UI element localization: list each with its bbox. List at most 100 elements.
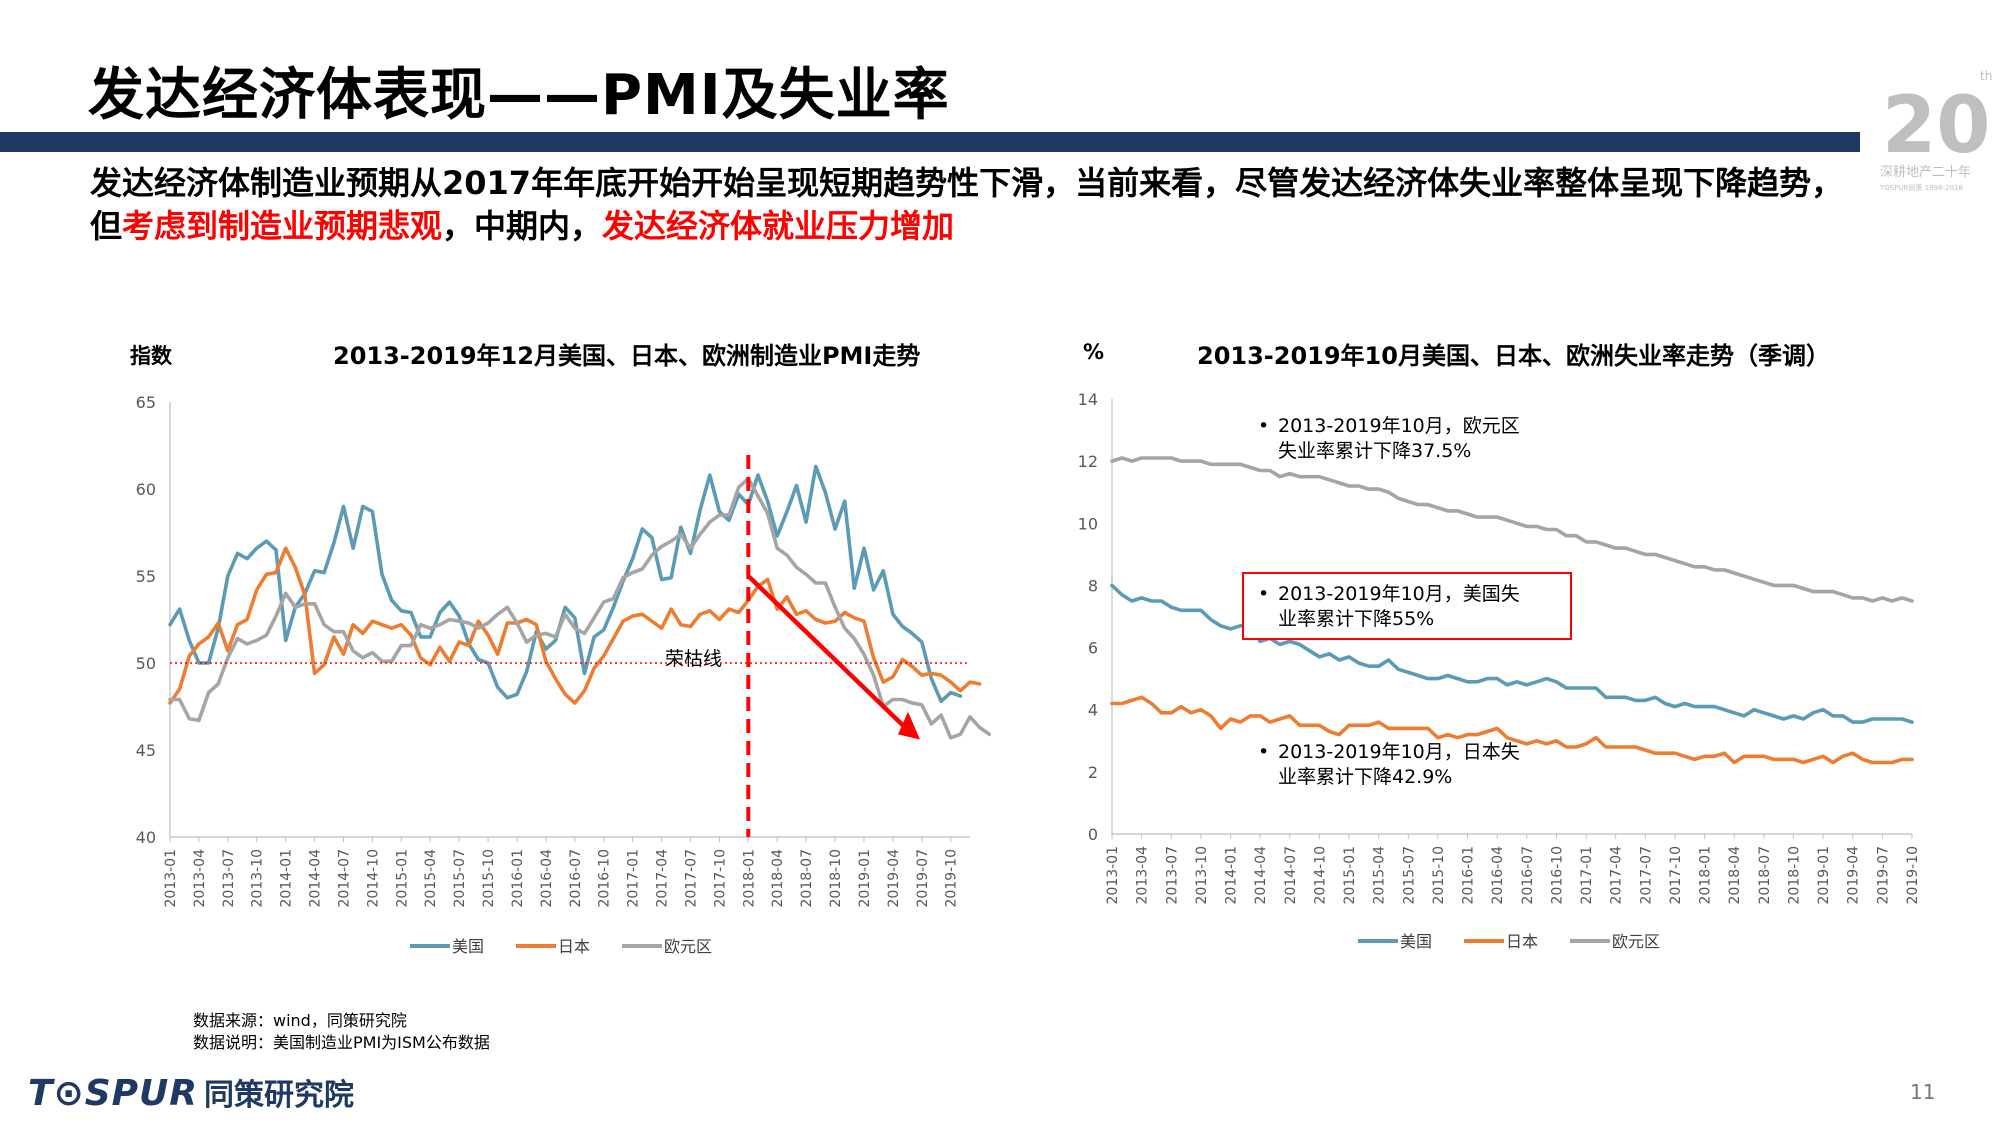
x-tick-label: 2014-10 [1312, 846, 1328, 905]
x-tick-label: 2017-07 [1638, 846, 1654, 905]
unemployment-y-unit: % [1083, 340, 1105, 364]
euro-note-line1: 2013-2019年10月，欧元区 [1278, 415, 1520, 437]
logo-caption: 深耕地产二十年 [1880, 164, 1971, 180]
x-tick-label: 2016-01 [1461, 846, 1477, 905]
y-tick-label: 8 [1088, 576, 1098, 595]
x-tick-label: 2019-10 [1905, 846, 1921, 905]
x-tick-label: 2019-01 [1816, 846, 1832, 905]
logo-sub: TOSPUR同策 1998-2018 [1880, 183, 1963, 192]
x-tick-label: 2014-04 [1253, 846, 1269, 905]
x-tick-label: 2018-07 [1757, 846, 1773, 905]
x-tick-label: 2015-04 [1372, 846, 1388, 905]
unemployment-chart-title: 2013-2019年10月美国、日本、欧洲失业率走势（季调） [1197, 342, 1830, 370]
brand-name: T⊙SPUR [28, 1073, 198, 1114]
legend-label-美国: 美国 [452, 937, 484, 956]
japan-note-bullet: • [1258, 741, 1269, 763]
x-tick-label: 2016-10 [597, 849, 613, 908]
x-tick-label: 2018-10 [1786, 846, 1802, 905]
x-tick-label: 2018-04 [1727, 846, 1743, 905]
euro-note-line2: 失业率累计下降37.5% [1278, 440, 1471, 462]
x-tick-label: 2014-01 [1224, 846, 1240, 905]
x-tick-label: 2018-01 [1698, 846, 1714, 905]
x-tick-label: 2013-04 [192, 849, 208, 908]
x-tick-label: 2017-07 [683, 849, 699, 908]
usa-note-line1: 2013-2019年10月，美国失 [1278, 583, 1520, 605]
series-line-日本 [1110, 695, 1914, 765]
y-tick-label: 55 [136, 567, 156, 586]
y-tick-label: 0 [1088, 825, 1098, 844]
x-tick-label: 2015-04 [423, 849, 439, 908]
legend-label-日本: 日本 [1506, 932, 1538, 951]
summary-part-1: 发达经济体制造业预期从2017年年底开始开始呈现短期趋势性下滑，当前来看，尽管发… [90, 164, 1844, 245]
trend-arrow-head [898, 711, 920, 740]
logo-number: 20 [1882, 81, 1991, 171]
y-tick-label: 14 [1078, 390, 1098, 409]
y-tick-label: 4 [1088, 701, 1098, 720]
pmi-y-unit: 指数 [130, 344, 172, 368]
y-tick-label: 2 [1088, 763, 1098, 782]
x-tick-label: 2015-07 [452, 849, 468, 908]
x-tick-label: 2013-07 [221, 849, 237, 908]
x-tick-label: 2013-07 [1164, 846, 1180, 905]
x-tick-label: 2019-10 [944, 849, 960, 908]
euro-note-bullet: • [1258, 415, 1269, 437]
pmi-chart: 40 45 50 55 60 65 2013-01 2013-04 2013-07 2013-10… [136, 393, 992, 956]
summary-highlight-2: 发达经济体就业压力增加 [602, 207, 955, 245]
x-tick-label: 2013-01 [1105, 846, 1121, 905]
x-tick-label: 2014-10 [365, 849, 381, 908]
x-tick-label: 2015-10 [1431, 846, 1447, 905]
x-tick-label: 2017-01 [1579, 846, 1595, 905]
data-source-note: 数据来源：wind，同策研究院 [193, 1011, 407, 1030]
x-tick-label: 2016-10 [1549, 846, 1565, 905]
logo-sup: th [1980, 69, 1992, 83]
x-tick-label: 2017-01 [626, 849, 642, 908]
y-tick-label: 60 [136, 480, 156, 499]
y-tick-label: 40 [136, 828, 156, 847]
legend-label-美国: 美国 [1400, 932, 1432, 951]
x-tick-label: 2015-01 [394, 849, 410, 908]
series-line-美国 [168, 464, 963, 704]
x-tick-label: 2017-04 [1609, 846, 1625, 905]
summary-part-3: ，中期内， [442, 207, 603, 245]
usa-note-bullet: • [1258, 583, 1269, 605]
legend-label-欧元区: 欧元区 [664, 937, 712, 956]
page-number: 11 [1910, 1080, 1936, 1104]
x-tick-label: 2016-04 [1490, 846, 1506, 905]
x-tick-label: 2015-10 [481, 849, 497, 908]
x-tick-label: 2018-10 [828, 849, 844, 908]
usa-note-box [1242, 572, 1572, 640]
x-tick-label: 2015-07 [1401, 846, 1417, 905]
x-tick-label: 2019-01 [857, 849, 873, 908]
brand-cn-name: 同策研究院 [204, 1078, 354, 1113]
series-line-欧元区 [168, 476, 992, 740]
x-tick-label: 2018-04 [770, 849, 786, 908]
pmi-chart-title: 2013-2019年12月美国、日本、欧洲制造业PMI走势 [333, 342, 921, 370]
unemployment-chart: 0 2 4 6 8 10 12 14 2013-01 2013-04 2013-07 2013-10 2… [1078, 390, 1921, 951]
x-tick-label: 2013-10 [1194, 846, 1210, 905]
y-tick-label: 10 [1078, 514, 1098, 533]
brand-logo: T⊙SPUR 同策研究院 [28, 1070, 354, 1114]
y-tick-label: 12 [1078, 452, 1098, 471]
reference-line-label: 荣枯线 [665, 648, 722, 670]
legend-label-日本: 日本 [558, 937, 590, 956]
series-line-欧元区 [1110, 456, 1914, 603]
y-tick-label: 45 [136, 741, 156, 760]
anniversary-logo: 20 th 深耕地产二十年 TOSPUR同策 1998-2018 [1880, 69, 1992, 192]
x-tick-label: 2018-07 [799, 849, 815, 908]
x-tick-label: 2017-04 [655, 849, 671, 908]
x-tick-label: 2014-04 [308, 849, 324, 908]
y-tick-label: 50 [136, 654, 156, 673]
x-tick-label: 2016-01 [510, 849, 526, 908]
x-tick-label: 2013-10 [250, 849, 266, 908]
x-tick-label: 2019-07 [915, 849, 931, 908]
y-tick-label: 65 [136, 393, 156, 412]
x-tick-label: 2013-04 [1135, 846, 1151, 905]
x-tick-label: 2014-01 [279, 849, 295, 908]
x-tick-label: 2019-07 [1875, 846, 1891, 905]
x-tick-label: 2017-10 [712, 849, 728, 908]
summary-highlight-1: 考虑到制造业预期悲观 [122, 207, 443, 245]
x-tick-label: 2018-01 [741, 849, 757, 908]
japan-note-line2: 业率累计下降42.9% [1278, 766, 1452, 788]
x-tick-label: 2016-07 [568, 849, 584, 908]
x-tick-label: 2017-10 [1668, 846, 1684, 905]
